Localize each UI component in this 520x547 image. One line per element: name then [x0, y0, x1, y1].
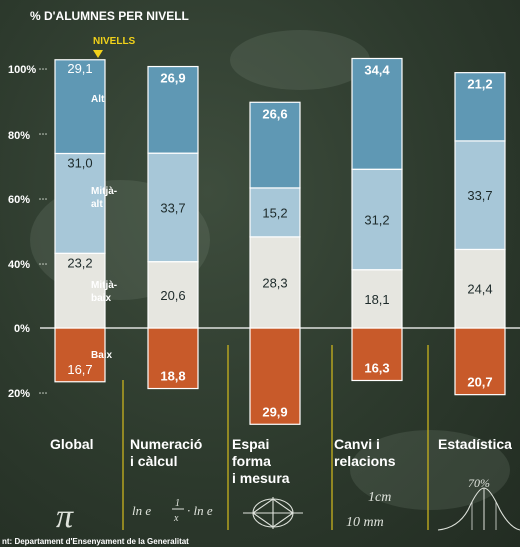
value-label-mitj-baix-2: 28,3	[262, 275, 287, 290]
value-label-mitj-alt-0: 31,0	[67, 155, 92, 170]
value-label-baix-4: 20,7	[467, 375, 492, 390]
y-tick-40: 40%	[8, 259, 30, 271]
bars-layer: 16,7 23,2 31,0 29,1 18,8 20,6 33,7 26,9 29,9 28,3…	[54, 57, 506, 425]
category-label-1-0: Numeració	[130, 436, 202, 452]
series-label-1-0: Mitjà-	[91, 280, 117, 291]
value-label-baix-2: 29,9	[262, 404, 287, 419]
value-label-baix-3: 16,3	[364, 360, 389, 375]
legend-title: NIVELLS	[93, 36, 136, 47]
series-label-1-1: baix	[91, 293, 111, 304]
bell-curve-figure: 70%	[437, 476, 520, 531]
value-label-mitj-baix-0: 23,2	[67, 255, 92, 270]
bar-alt-3	[351, 57, 403, 170]
value-label-alt-4: 21,2	[467, 77, 492, 92]
formula-part-d: · ln e	[187, 503, 213, 518]
bar-baix-4	[454, 327, 506, 396]
series-label-3-0: Alt	[91, 94, 105, 105]
y-tick-dots	[39, 68, 47, 394]
value-label-alt-0: 29,1	[67, 61, 92, 76]
value-label-mitj-alt-2: 15,2	[262, 205, 287, 220]
bar-alt-2	[249, 101, 301, 189]
value-label-alt-2: 26,6	[262, 106, 287, 121]
category-label-1-1: i càlcul	[130, 453, 177, 469]
formula-part-a: ln e	[132, 503, 151, 518]
category-label-2-0: Espai	[232, 436, 269, 452]
unit-label-10mm: 10 mm	[346, 515, 384, 530]
formula-numerator: 1	[175, 498, 180, 509]
category-label-3-0: Canvi i	[334, 436, 380, 452]
category-label-4-0: Estadística	[438, 436, 512, 452]
y-axis: 100% 80% 60% 40% 0% 20%	[8, 64, 47, 400]
log-formula: ln e 1 x · ln e	[132, 498, 213, 524]
series-label-2-1: alt	[91, 199, 103, 210]
legend-header: NIVELLS	[93, 36, 136, 58]
chart-title: % D'ALUMNES PER NIVELL	[30, 9, 189, 23]
value-label-mitj-baix-1: 20,6	[160, 288, 185, 303]
bell-curve-percent: 70%	[468, 476, 490, 490]
value-label-alt-1: 26,9	[160, 71, 185, 86]
category-label-0-0: Global	[50, 436, 94, 452]
chalk-decorations: π ln e 1 x · ln e 1cm 10 mm 70%	[56, 476, 520, 535]
bar-alt-4	[454, 72, 506, 142]
bar-alt-1	[147, 65, 199, 154]
series-label-0-0: Baix	[91, 350, 113, 361]
value-label-baix-1: 18,8	[160, 369, 185, 384]
bar-baix-1	[147, 327, 199, 390]
geometry-figure	[243, 497, 303, 529]
bar-baix-0	[54, 327, 106, 383]
category-label-2-2: i mesura	[232, 470, 290, 486]
value-label-mitj-alt-4: 33,7	[467, 188, 492, 203]
category-label-2-1: forma	[232, 453, 271, 469]
formula-denominator: x	[173, 513, 179, 524]
y-tick-80: 80%	[8, 130, 30, 142]
unit-label-1cm: 1cm	[368, 490, 391, 505]
value-label-alt-3: 34,4	[364, 62, 390, 77]
bar-mitj-alt-4	[454, 140, 506, 251]
bar-mitj-baix-1	[147, 261, 199, 329]
bar-alt-0	[54, 59, 106, 155]
y-tick-60: 60%	[8, 194, 30, 206]
value-label-mitj-baix-3: 18,1	[364, 292, 389, 307]
value-label-mitj-alt-3: 31,2	[364, 212, 389, 227]
y-tick-0: 0%	[14, 323, 30, 335]
source-note: nt: Departament d'Ensenyament de la Gene…	[2, 537, 189, 546]
bar-mitj-alt-1	[147, 152, 199, 263]
series-label-2-0: Mitjà-	[91, 186, 117, 197]
value-label-baix-0: 16,7	[67, 362, 92, 377]
category-separators	[122, 345, 429, 530]
bar-mitj-baix-4	[454, 248, 506, 329]
y-tick-neg20: 20%	[8, 388, 30, 400]
bar-mitj-alt-0	[54, 152, 106, 254]
value-label-mitj-alt-1: 33,7	[160, 200, 185, 215]
bar-baix-2	[249, 327, 301, 425]
category-label-3-1: relacions	[334, 453, 396, 469]
bar-mitj-baix-0	[54, 252, 106, 329]
bar-mitj-alt-3	[351, 168, 403, 271]
y-tick-100: 100%	[8, 64, 36, 76]
value-label-mitj-baix-4: 24,4	[467, 282, 492, 297]
legend-arrow-icon	[93, 50, 103, 58]
series-labels-layer: Baix Mitjà-baix Mitjà-alt Alt	[91, 94, 117, 361]
bar-baix-3	[351, 327, 403, 382]
bar-mitj-baix-3	[351, 269, 403, 329]
pi-symbol: π	[56, 498, 74, 535]
